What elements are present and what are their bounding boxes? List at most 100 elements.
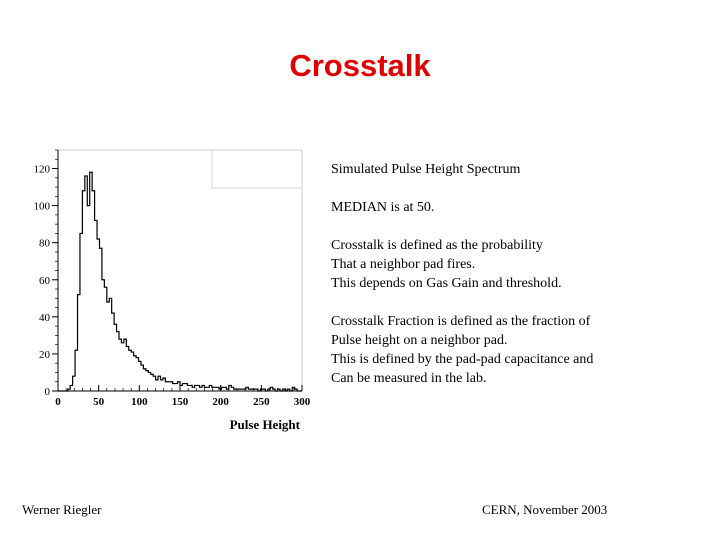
x-axis-label: Pulse Height bbox=[230, 417, 301, 432]
histogram-bar bbox=[106, 302, 110, 391]
histogram-bar bbox=[226, 389, 229, 391]
histogram-bar bbox=[199, 387, 202, 391]
histogram-bar bbox=[150, 374, 154, 391]
histogram-bar bbox=[231, 387, 234, 391]
histogram-bar bbox=[233, 389, 237, 391]
x-tick-label: 50 bbox=[93, 396, 105, 408]
histogram-bar bbox=[267, 389, 271, 391]
author: Werner Riegler bbox=[22, 502, 102, 517]
histogram-bar bbox=[277, 389, 281, 391]
crosstalk-line: That a neighbor pad fires. bbox=[331, 257, 476, 272]
histogram-bar bbox=[253, 389, 256, 391]
histogram-bar bbox=[145, 370, 149, 391]
histogram-bar bbox=[131, 352, 134, 391]
y-tick-label: 120 bbox=[34, 164, 51, 176]
histogram-bar bbox=[189, 385, 193, 391]
histogram-bar bbox=[248, 389, 251, 391]
histogram-bar bbox=[140, 365, 144, 391]
histogram-bar bbox=[194, 385, 198, 391]
y-tick-label: 40 bbox=[39, 312, 51, 324]
x-tick-label: 300 bbox=[294, 396, 311, 408]
histogram-bar bbox=[170, 381, 173, 391]
y-tick-label: 60 bbox=[39, 275, 51, 287]
histogram-bar bbox=[292, 387, 295, 391]
histogram-bar bbox=[162, 378, 166, 391]
histogram-bar bbox=[79, 233, 83, 391]
pulse-height-histogram: 0 50 100 150 200 250 300 0 20 40 60 80 100 120 Pulse H… bbox=[34, 149, 311, 432]
histogram-bar bbox=[111, 313, 115, 391]
stat-box bbox=[211, 149, 303, 189]
histogram-bar bbox=[160, 379, 163, 391]
histogram-bar bbox=[223, 387, 227, 391]
histogram-bar bbox=[294, 389, 298, 391]
histogram-bar bbox=[250, 389, 254, 391]
histogram-bar bbox=[167, 381, 171, 391]
fraction-line: Crosstalk Fraction is defined as the fra… bbox=[331, 314, 591, 329]
histogram-bar bbox=[282, 389, 285, 391]
histogram-bar bbox=[104, 287, 107, 391]
histogram-bar bbox=[153, 376, 156, 391]
histogram-bar bbox=[84, 175, 88, 391]
x-tick-label: 150 bbox=[172, 396, 189, 408]
x-tick-label: 0 bbox=[55, 396, 61, 408]
histogram-bar bbox=[184, 383, 188, 391]
histogram-bar bbox=[114, 324, 117, 391]
histogram-bar bbox=[97, 238, 100, 391]
histogram-bar bbox=[175, 383, 178, 391]
histogram-bar bbox=[75, 350, 78, 391]
histogram-bar bbox=[228, 385, 232, 391]
histogram-bar bbox=[172, 383, 176, 391]
histogram-bar bbox=[272, 389, 276, 391]
histogram-bar bbox=[87, 205, 90, 391]
histogram-bar bbox=[143, 368, 146, 391]
crosstalk-line: Crosstalk is defined as the probability bbox=[331, 238, 543, 253]
histogram-bar bbox=[77, 294, 80, 391]
fraction-line: Can be measured in the lab. bbox=[331, 371, 487, 386]
histogram-bar bbox=[245, 387, 249, 391]
description-text: Simulated Pulse Height Spectrum MEDIAN i… bbox=[331, 160, 711, 407]
histogram-bar bbox=[201, 385, 205, 391]
histogram-bar bbox=[214, 387, 217, 391]
histogram-bar bbox=[109, 298, 112, 391]
fraction-line: Pulse height on a neighbor pad. bbox=[331, 333, 508, 348]
spectrum-heading: Simulated Pulse Height Spectrum bbox=[331, 162, 521, 177]
histogram-bar bbox=[99, 248, 102, 391]
histogram-bar bbox=[82, 190, 85, 391]
histogram-bar bbox=[192, 387, 195, 391]
histogram-bar bbox=[287, 389, 290, 391]
histogram-bar bbox=[206, 387, 210, 391]
slide-title: Crosstalk bbox=[289, 48, 431, 83]
y-tick-label: 80 bbox=[39, 238, 51, 250]
histogram-bar bbox=[138, 361, 141, 391]
histogram-bar bbox=[262, 389, 266, 391]
x-tick-label: 250 bbox=[253, 396, 270, 408]
histogram-bar bbox=[177, 381, 180, 391]
y-tick-label: 100 bbox=[34, 201, 51, 213]
histogram-bar bbox=[126, 346, 129, 391]
histogram-bar bbox=[121, 342, 124, 391]
histogram-bar bbox=[133, 355, 137, 391]
histogram-bar bbox=[89, 172, 93, 391]
histogram-bar bbox=[241, 389, 244, 391]
histogram-bar bbox=[255, 389, 259, 391]
histogram-bar bbox=[155, 379, 159, 391]
crosstalk-line: This depends on Gas Gain and threshold. bbox=[331, 276, 562, 291]
y-tick-label: 0 bbox=[45, 386, 51, 398]
fraction-line: This is defined by the pad-pad capacitan… bbox=[331, 352, 594, 367]
histogram-bar bbox=[182, 383, 185, 391]
histogram-bar bbox=[243, 389, 246, 391]
histogram-bar bbox=[70, 385, 73, 391]
histogram-bar bbox=[101, 279, 105, 391]
fraction-definition: Crosstalk Fraction is defined as the fra… bbox=[331, 312, 711, 388]
stat-box-frame bbox=[211, 149, 303, 189]
x-tick-label: 100 bbox=[131, 396, 148, 408]
histogram-bar bbox=[211, 387, 215, 391]
histogram-bar bbox=[123, 339, 127, 391]
histogram-bar bbox=[72, 376, 76, 391]
histogram-bar bbox=[216, 387, 220, 391]
histogram-bar bbox=[119, 339, 122, 391]
histogram-bar bbox=[236, 389, 239, 391]
histogram-bar bbox=[187, 385, 190, 391]
histogram-bar bbox=[158, 376, 161, 391]
histogram-bar bbox=[136, 357, 139, 391]
